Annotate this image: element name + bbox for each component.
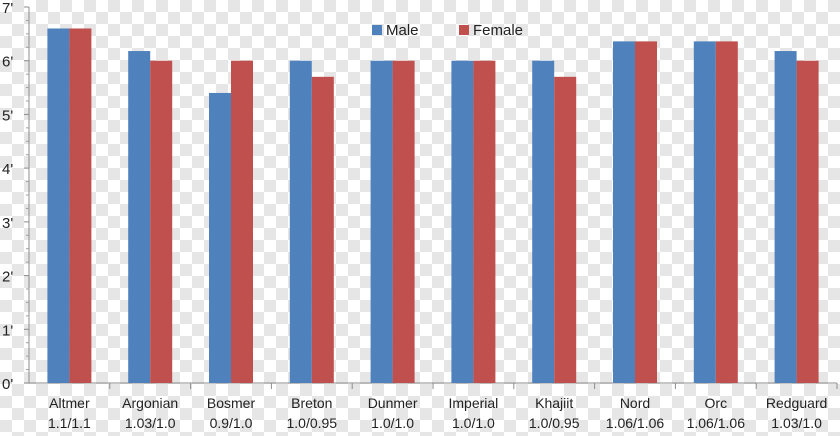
bar-female-imperial	[473, 60, 496, 383]
legend-swatch-female	[459, 25, 469, 35]
bar-male-bosmer	[209, 92, 231, 383]
x-category-ratio-label: 1.0/0.95	[286, 415, 337, 431]
bar-male-dunmer	[370, 60, 393, 383]
x-category-ratio-label: 1.0/0.95	[529, 415, 580, 431]
bar-female-orc	[715, 41, 738, 384]
bar-female-khajiit	[554, 76, 577, 383]
x-category-label: Breton	[291, 395, 332, 411]
y-tick-label: 0'	[2, 376, 13, 393]
y-tick-label: 3'	[2, 215, 13, 232]
legend-label-male: Male	[386, 22, 419, 39]
bar-male-imperial	[451, 60, 474, 383]
axis-labels: 0' 1' 2' 3' 4' 5' 6' 7' Altmer 1.1/1.1 Argonian 1.0…	[2, 0, 827, 431]
bar-male-nord	[613, 41, 635, 384]
bar-male-breton	[289, 60, 312, 383]
x-category-label: Orc	[705, 395, 728, 411]
bar-male-altmer	[47, 28, 70, 383]
y-tick-label: 1'	[2, 322, 13, 339]
bar-female-breton	[311, 76, 334, 383]
x-category-ratio-label: 1.0/1.0	[452, 415, 495, 431]
x-category-ratio-label: 1.03/1.0	[771, 415, 822, 431]
x-category-label: Argonian	[122, 395, 178, 411]
y-tick-label: 2'	[2, 269, 13, 286]
legend-swatch-male	[372, 25, 382, 35]
bar-male-argonian	[128, 51, 151, 383]
x-category-label: Altmer	[49, 395, 90, 411]
x-category-ratio-label: 1.1/1.1	[48, 415, 91, 431]
legend-label-female: Female	[473, 22, 523, 39]
bar-female-altmer	[69, 28, 92, 383]
bar-female-nord	[635, 41, 657, 384]
bars	[47, 28, 819, 384]
bar-female-redguard	[796, 60, 819, 383]
x-category-label: Imperial	[449, 395, 499, 411]
bar-female-argonian	[150, 60, 173, 383]
x-category-label: Khajiit	[535, 395, 573, 411]
bar-male-redguard	[774, 51, 797, 383]
y-tick-label: 6'	[2, 54, 13, 71]
x-category-ratio-label: 1.03/1.0	[125, 415, 176, 431]
bar-male-orc	[693, 41, 716, 384]
x-category-ratio-label: 0.9/1.0	[210, 415, 253, 431]
x-category-label: Dunmer	[368, 395, 418, 411]
legend: Male Female	[372, 22, 523, 39]
bar-male-khajiit	[532, 60, 555, 383]
bar-female-bosmer	[231, 60, 253, 383]
x-category-ratio-label: 1.06/1.06	[687, 415, 746, 431]
x-category-label: Nord	[620, 395, 650, 411]
y-tick-label: 7'	[2, 0, 13, 17]
x-category-label: Redguard	[766, 395, 828, 411]
y-tick-label: 4'	[2, 161, 13, 178]
bar-female-dunmer	[392, 60, 415, 383]
x-category-label: Bosmer	[207, 395, 256, 411]
x-category-ratio-label: 1.06/1.06	[606, 415, 665, 431]
y-tick-label: 5'	[2, 107, 13, 124]
x-category-ratio-label: 1.0/1.0	[371, 415, 414, 431]
